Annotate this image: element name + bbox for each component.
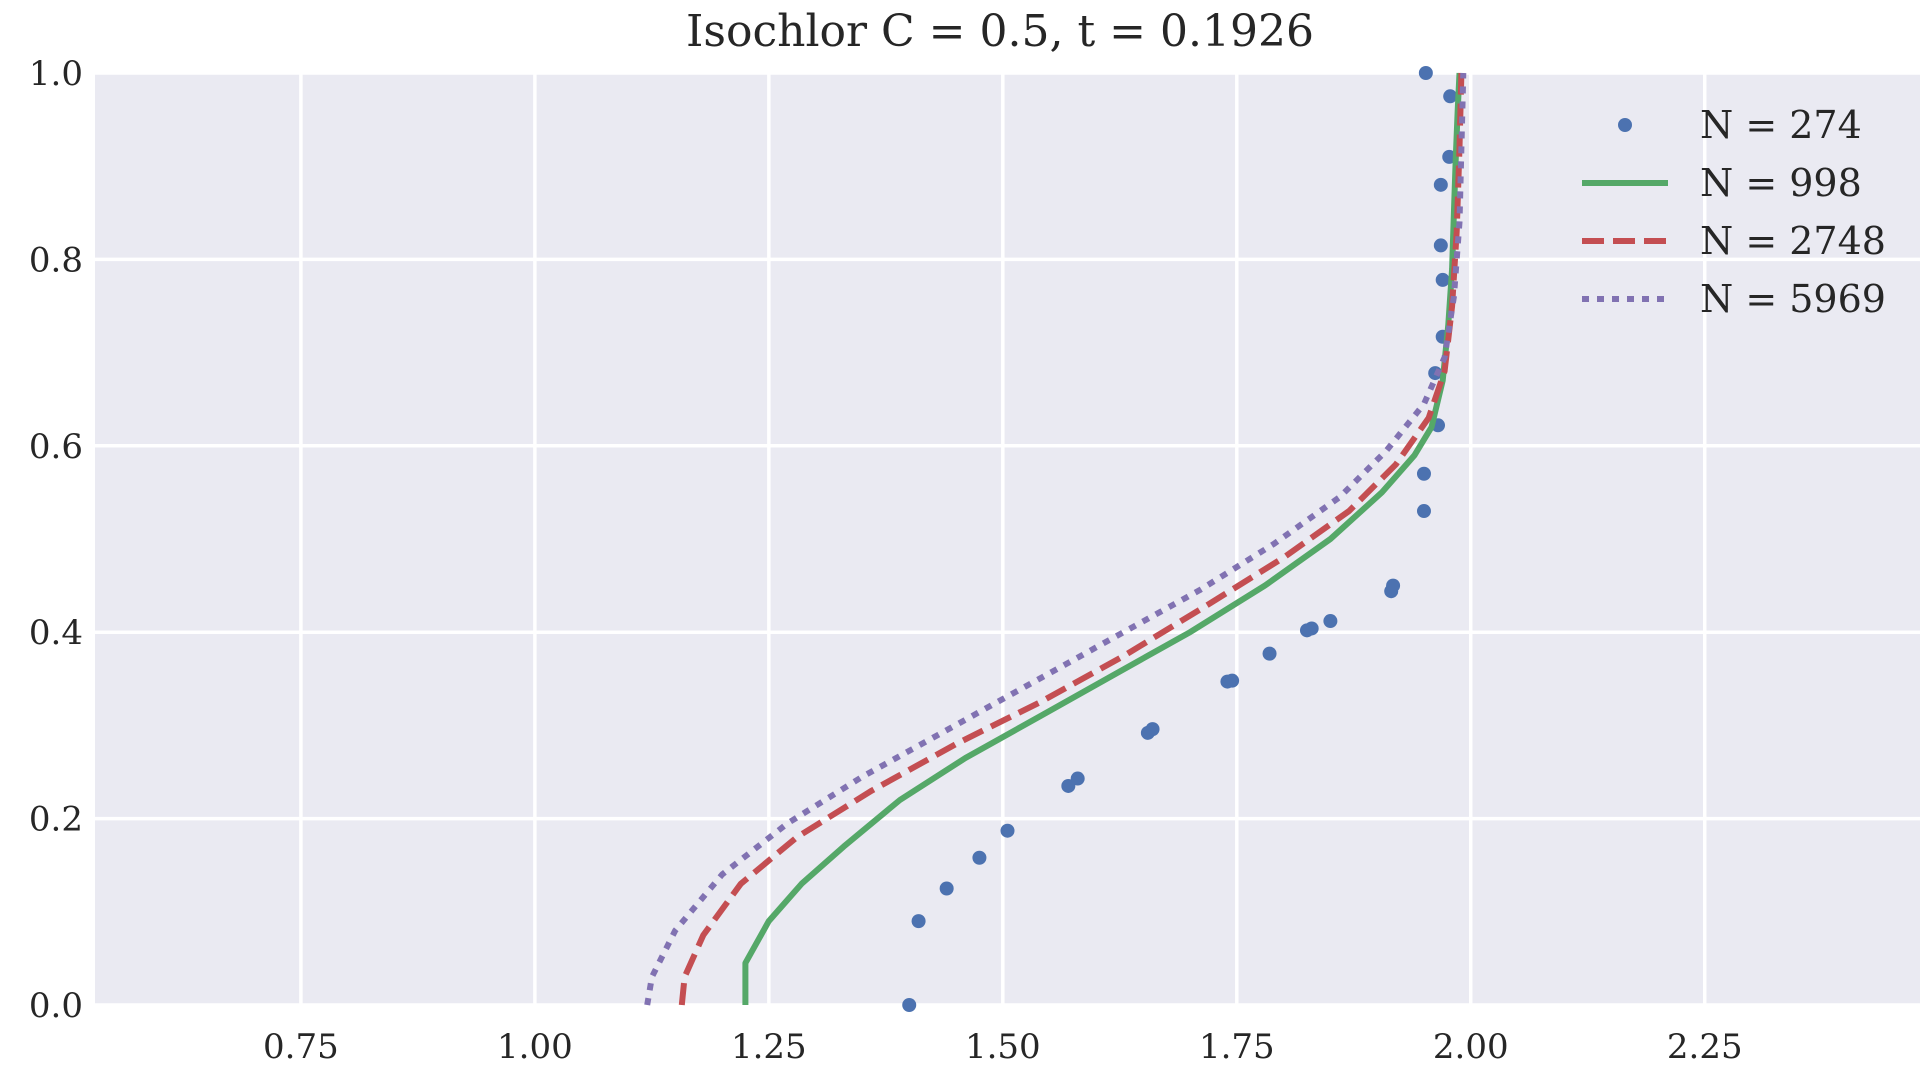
y-tick-label-2: 0.4 (29, 613, 83, 653)
x-tick-label-6: 2.25 (1667, 1027, 1743, 1067)
data-point-0-4 (1000, 823, 1015, 838)
legend-label-1: N = 998 (1700, 161, 1862, 205)
data-point-0-1 (911, 914, 926, 929)
series-0 (902, 66, 1458, 1012)
data-point-0-27 (1418, 66, 1433, 80)
legend-item-2: N = 2748 (1582, 219, 1886, 263)
x-tick-label-2: 1.25 (731, 1027, 807, 1067)
legend-label-2: N = 2748 (1700, 219, 1886, 263)
data-point-0-11 (1262, 646, 1277, 661)
legend-marker-0 (1618, 118, 1632, 132)
series-2 (678, 72, 1465, 1006)
data-point-0-24 (1433, 177, 1448, 192)
legend-item-1: N = 998 (1582, 161, 1862, 205)
data-point-0-13 (1304, 621, 1319, 636)
data-point-0-2 (939, 881, 954, 896)
data-point-0-17 (1416, 504, 1431, 519)
y-axis: 0.0 0.2 0.4 0.6 0.8 1.0 (29, 54, 83, 1026)
data-point-0-22 (1435, 272, 1450, 287)
data-point-0-16 (1386, 578, 1401, 593)
legend-item-3: N = 5969 (1582, 277, 1886, 321)
x-tick-label-1: 1.00 (497, 1027, 573, 1067)
x-tick-label-5: 2.00 (1433, 1027, 1509, 1067)
series-3 (644, 72, 1467, 1006)
series-line-2 (678, 72, 1465, 1006)
grid (95, 71, 1920, 1007)
data-point-0-10 (1225, 673, 1240, 688)
series-line-3 (644, 72, 1467, 1006)
y-tick-label-5: 1.0 (29, 54, 83, 94)
data-point-0-18 (1416, 466, 1431, 481)
data-point-0-8 (1145, 722, 1160, 737)
y-tick-label-3: 0.6 (29, 427, 83, 467)
data-point-0-23 (1433, 238, 1448, 253)
data-point-0-3 (972, 850, 987, 865)
x-tick-label-0: 0.75 (263, 1027, 339, 1067)
data-point-0-26 (1443, 89, 1458, 104)
y-tick-label-4: 0.8 (29, 240, 83, 280)
y-tick-label-1: 0.2 (29, 800, 83, 840)
plot-area (95, 73, 1920, 1005)
legend-label-0: N = 274 (1700, 103, 1862, 147)
y-tick-label-0: 0.0 (29, 986, 83, 1026)
x-axis: 0.75 1.00 1.25 1.50 1.75 2.00 2.25 (263, 1027, 1743, 1067)
series-layer (644, 66, 1467, 1012)
x-tick-label-3: 1.50 (965, 1027, 1041, 1067)
data-point-0-6 (1070, 771, 1085, 786)
legend-label-3: N = 5969 (1700, 277, 1886, 321)
chart-title: Isochlor C = 0.5, t = 0.1926 (686, 6, 1314, 57)
data-point-0-5 (1061, 778, 1076, 793)
series-line-1 (742, 72, 1463, 1005)
data-point-0-0 (902, 998, 917, 1012)
x-tick-label-4: 1.75 (1199, 1027, 1275, 1067)
legend-item-0: N = 274 (1618, 103, 1862, 147)
series-1 (742, 72, 1463, 1005)
legend: N = 274 N = 998 N = 2748 N = 5969 (1582, 103, 1886, 321)
data-point-0-14 (1323, 614, 1338, 629)
